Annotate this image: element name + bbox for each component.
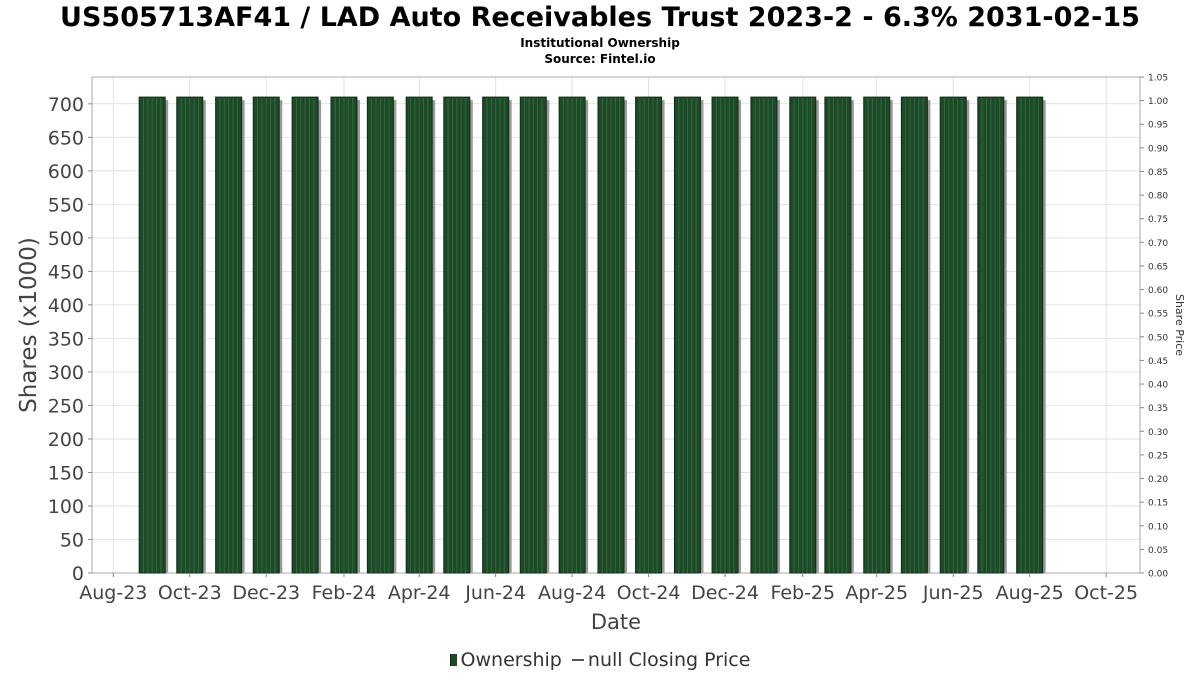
y-axis: 0 50 100 150 200 250 300 350 400 450 500 550 600 650 7… (48, 94, 92, 585)
y2-tick-label: 0.25 (1148, 451, 1168, 461)
x-tick-label: Jun-25 (922, 582, 984, 604)
y-tick-label: 600 (48, 161, 84, 183)
chart-title: US505713AF41 / LAD Auto Receivables Trus… (60, 2, 1140, 33)
y2-tick-label: 0.40 (1148, 381, 1168, 391)
ownership-bar (900, 96, 931, 574)
y2-tick-label: 0.00 (1148, 570, 1168, 580)
ownership-bar (176, 96, 206, 574)
legend-item-ownership: Ownership (449, 648, 562, 671)
y2-tick-label: 0.20 (1148, 475, 1168, 485)
y2-tick-label: 0.95 (1148, 121, 1168, 131)
x-tick-label: Apr-25 (845, 582, 908, 604)
ownership-bar (977, 96, 1007, 574)
x-tick-label: Oct-25 (1074, 582, 1138, 604)
x-tick-label: Apr-24 (388, 582, 451, 604)
y-tick-label: 250 (48, 395, 84, 417)
y-tick-label: 500 (48, 228, 84, 250)
ownership-bar (330, 96, 360, 574)
ownership-swatch-icon (449, 654, 457, 666)
ownership-bar (597, 96, 627, 574)
y-tick-label: 200 (48, 429, 84, 451)
legend-label-closing-price: null Closing Price (587, 648, 751, 671)
y2-tick-label: 0.65 (1148, 262, 1168, 272)
ownership-bar (789, 96, 819, 574)
y2-tick-label: 1.05 (1148, 74, 1168, 84)
x-axis-label: Date (591, 610, 641, 634)
y2-tick-label: 0.90 (1148, 144, 1168, 154)
legend-label-ownership: Ownership (460, 648, 562, 671)
x-tick-label: Aug-23 (79, 582, 147, 604)
y-axis-label: Shares (x1000) (16, 237, 42, 413)
ownership-bar (482, 96, 512, 574)
y-tick-label: 650 (48, 127, 84, 149)
ownership-bar (138, 96, 169, 574)
ownership-bar (863, 96, 893, 574)
y-tick-label: 100 (48, 496, 84, 518)
y-tick-label: 350 (48, 328, 84, 350)
y2-tick-label: 1.00 (1148, 97, 1168, 107)
y2-tick-label: 0.30 (1148, 428, 1168, 438)
x-tick-label: Feb-25 (770, 582, 835, 604)
y2-tick-label: 0.70 (1148, 239, 1168, 249)
x-tick-label: Dec-23 (232, 582, 300, 604)
y2-tick-label: 0.75 (1148, 215, 1168, 225)
ownership-bar (291, 96, 322, 574)
y2-tick-label: 0.85 (1148, 168, 1168, 178)
x-tick-label: Feb-24 (312, 582, 377, 604)
y-tick-label: 300 (48, 362, 84, 384)
bars (138, 96, 1046, 574)
y-tick-label: 450 (48, 261, 84, 283)
closing-price-line-icon (571, 659, 584, 661)
y2-axis-label: Share Price (1173, 294, 1186, 356)
ownership-bar (519, 96, 550, 574)
ownership-bar (824, 96, 854, 574)
ownership-bar (558, 96, 589, 574)
y2-tick-label: 0.60 (1148, 286, 1168, 296)
ownership-bar (1016, 96, 1046, 574)
y2-axis: 0.00 0.05 0.10 0.15 0.20 0.25 0.30 0.35 0.40 0.45… (1140, 74, 1168, 580)
ownership-bar (252, 96, 283, 574)
ownership-bar (750, 96, 780, 574)
y2-tick-label: 0.55 (1148, 310, 1168, 320)
legend-item-closing-price: null Closing Price (568, 648, 751, 671)
y2-tick-label: 0.45 (1148, 357, 1168, 367)
ownership-bar (711, 96, 742, 574)
chart-source: Source: Fintel.io (544, 52, 656, 66)
y2-tick-label: 0.80 (1148, 192, 1168, 202)
y2-tick-label: 0.10 (1148, 522, 1168, 532)
y-tick-label: 50 (60, 529, 84, 551)
y-tick-label: 700 (48, 94, 84, 116)
x-tick-label: Oct-23 (158, 582, 222, 604)
chart-subtitle: Institutional Ownership (520, 36, 680, 50)
y-tick-label: 550 (48, 194, 84, 216)
ownership-bar (366, 96, 397, 574)
y-tick-label: 0 (72, 563, 84, 585)
x-tick-label: Aug-24 (538, 582, 606, 604)
y-tick-label: 150 (48, 462, 84, 484)
x-axis: Aug-23 Oct-23 Dec-23 Feb-24 Apr-24 Jun-24 Aug-… (79, 573, 1138, 604)
y2-tick-label: 0.35 (1148, 404, 1168, 414)
ownership-bar (443, 96, 473, 574)
legend: Ownership null Closing Price (0, 648, 1200, 671)
x-tick-label: Dec-24 (691, 582, 759, 604)
ownership-bar (635, 96, 665, 574)
ownership-bar (215, 96, 245, 574)
y2-tick-label: 0.50 (1148, 333, 1168, 343)
y2-tick-label: 0.05 (1148, 546, 1168, 556)
ownership-bar (673, 96, 704, 574)
ownership-bar (939, 96, 970, 574)
ownership-bar (405, 96, 436, 574)
y-tick-label: 400 (48, 295, 84, 317)
x-tick-label: Jun-24 (464, 582, 526, 604)
x-tick-label: Oct-24 (617, 582, 681, 604)
x-tick-label: Aug-25 (996, 582, 1064, 604)
y2-tick-label: 0.15 (1148, 499, 1168, 509)
